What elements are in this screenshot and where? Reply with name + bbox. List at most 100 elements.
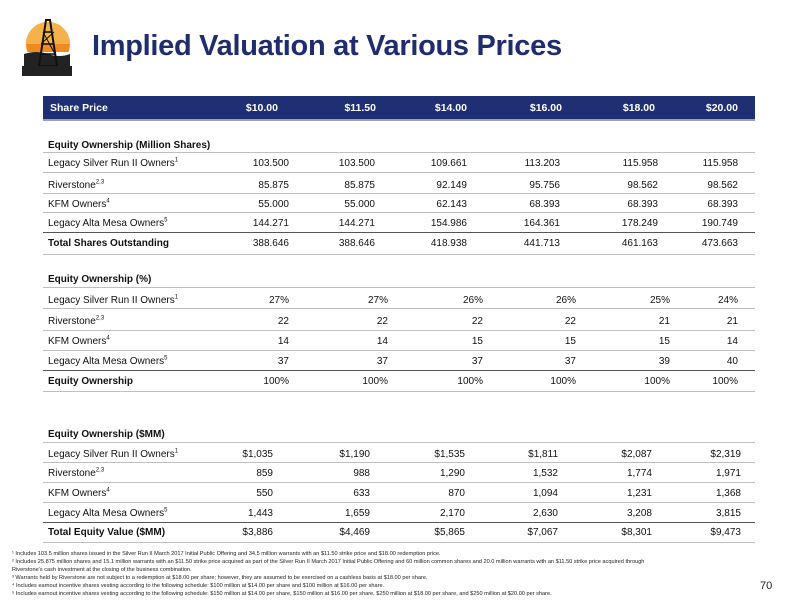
row-label: Legacy Silver Run II Owners1 [48,294,179,306]
table-cell: 22 [277,316,289,327]
table-cell: 15 [658,336,670,347]
table-cell: 988 [353,468,370,479]
table-cell: 92.149 [436,180,467,191]
table-cell: 95.756 [529,180,560,191]
table-cell-total: 100% [644,376,670,387]
price-header-6: $20.00 [705,102,738,114]
table-cell-total: 441.713 [523,238,560,249]
row-label: KFM Owners4 [48,335,110,347]
total-row-label: Equity Ownership [48,376,134,387]
table-cell: 22 [376,316,388,327]
price-header-4: $16.00 [529,102,562,114]
divider [43,391,755,392]
table-cell: 144.271 [252,218,289,229]
table-cell: $1,190 [339,449,370,460]
table-cell: 37 [376,356,388,367]
table-cell: 859 [256,468,273,479]
table-cell: $2,319 [710,449,741,460]
table-cell: 190.749 [701,218,738,229]
table-cell-total: $3,886 [242,527,273,538]
table-cell-total: 100% [457,376,483,387]
divider [43,522,755,523]
table-cell: 37 [564,356,576,367]
table-cell: 55.000 [344,199,375,210]
table-cell: 14 [376,336,388,347]
table-cell-total: 473.663 [701,238,738,249]
footnote-3: ³ Warrants held by Riverstone are not su… [12,575,428,581]
company-logo-icon [22,14,72,82]
row-label: Legacy Alta Mesa Owners5 [48,217,168,229]
table-cell: 633 [353,488,370,499]
table-cell-total: 418.938 [430,238,467,249]
table-cell: 26% [462,295,483,306]
table-cell: $1,035 [242,449,273,460]
table-cell-total: 388.646 [338,238,375,249]
footnote-2: ² Includes 25.875 million shares and 15.… [12,559,645,565]
row-label: Riverstone2,3 [48,467,105,479]
section-heading-shares: Equity Ownership (Million Shares) [48,140,211,151]
table-cell: 164.361 [523,218,560,229]
table-cell: 27% [268,295,289,306]
row-label: Legacy Silver Run II Owners1 [48,157,179,169]
table-cell-total: $4,469 [339,527,370,538]
table-cell: 85.875 [258,180,289,191]
table-cell: 550 [256,488,273,499]
divider [43,462,755,463]
row-label: Legacy Alta Mesa Owners5 [48,355,168,367]
table-cell: 3,208 [626,508,652,519]
divider [43,442,755,443]
divider [43,193,755,194]
share-price-header: Share Price [50,102,108,114]
table-cell: 62.143 [436,199,467,210]
table-cell: 68.393 [707,199,738,210]
section-heading-percent: Equity Ownership (%) [48,274,152,285]
table-cell: 1,094 [532,488,558,499]
table-cell: $1,535 [434,449,465,460]
total-row-label: Total Equity Value ($MM) [48,527,166,538]
divider [43,502,755,503]
table-cell-total: $7,067 [527,527,558,538]
table-cell-total: 100% [712,376,738,387]
row-label: KFM Owners4 [48,487,110,499]
price-header-5: $18.00 [622,102,655,114]
table-cell: $2,087 [621,449,652,460]
table-cell: 22 [564,316,576,327]
table-cell: 103.500 [252,158,289,169]
table-cell: 21 [726,316,738,327]
table-cell: 15 [471,336,483,347]
total-row-label: Total Shares Outstanding [48,238,169,249]
divider [43,308,755,309]
row-label: Legacy Alta Mesa Owners5 [48,507,168,519]
table-cell-total: $8,301 [621,527,652,538]
divider [43,254,755,255]
table-cell: 14 [726,336,738,347]
divider [43,232,755,233]
table-cell: 115.958 [702,158,738,169]
table-cell: 144.271 [338,218,375,229]
table-header-band [43,96,755,121]
table-cell: 113.203 [524,158,560,169]
table-cell: 68.393 [627,199,658,210]
table-cell: 154.986 [430,218,467,229]
table-cell: 109.661 [430,158,467,169]
table-cell-total: 100% [362,376,388,387]
table-cell: 55.000 [258,199,289,210]
table-cell: 40 [726,356,738,367]
table-cell: 1,971 [715,468,741,479]
table-cell-total: 461.163 [621,238,658,249]
row-label: Riverstone2,3 [48,315,105,327]
divider [43,330,755,331]
page-number: 70 [760,580,773,592]
table-cell: 1,443 [247,508,273,519]
table-cell: 21 [658,316,670,327]
price-header-2: $11.50 [344,102,376,114]
table-cell: 68.393 [529,199,560,210]
table-cell: 98.562 [627,180,658,191]
table-cell-total: 388.646 [252,238,289,249]
row-label: KFM Owners4 [48,198,110,210]
table-cell: 3,815 [715,508,741,519]
table-cell: 15 [564,336,576,347]
divider [43,152,755,153]
page-title: Implied Valuation at Various Prices [92,30,562,62]
table-cell: 25% [649,295,670,306]
